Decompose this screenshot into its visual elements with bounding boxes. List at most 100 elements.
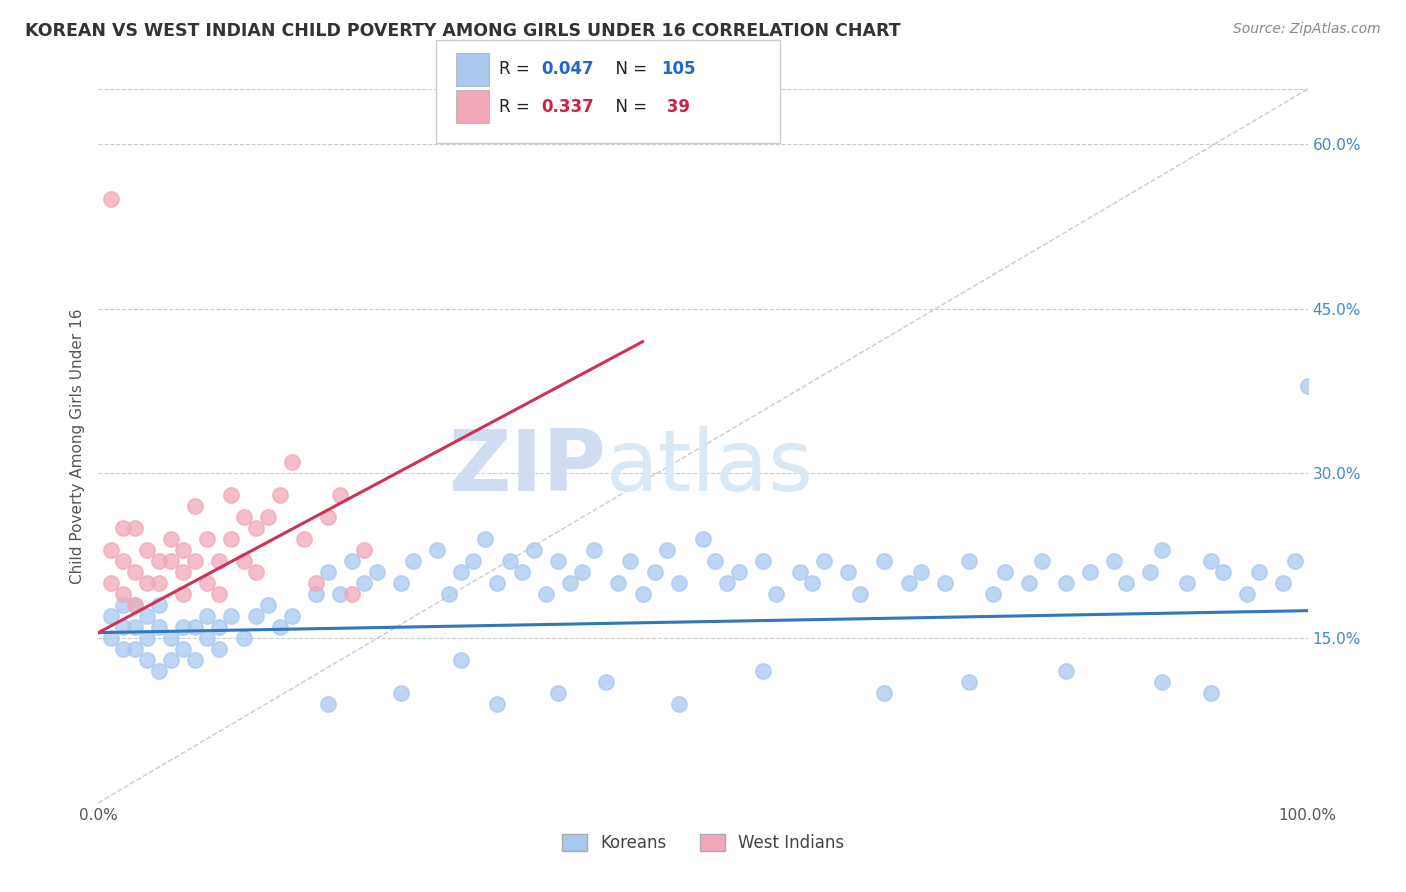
Point	[1054, 576, 1077, 591]
Point	[837, 566, 859, 580]
Point	[1199, 686, 1222, 700]
Point	[934, 576, 956, 591]
Point	[1175, 576, 1198, 591]
Point	[124, 566, 146, 580]
Point	[208, 554, 231, 568]
Point	[281, 609, 304, 624]
Point	[728, 566, 751, 580]
Point	[184, 554, 207, 568]
Point	[558, 576, 581, 591]
Point	[644, 566, 666, 580]
Point	[316, 566, 339, 580]
Point	[135, 576, 157, 591]
Point	[463, 554, 485, 568]
Point	[353, 543, 375, 558]
Point	[873, 686, 896, 700]
Text: R =: R =	[499, 97, 536, 116]
Point	[208, 620, 231, 634]
Point	[124, 620, 146, 634]
Point	[474, 533, 496, 547]
Point	[631, 587, 654, 601]
Point	[195, 576, 218, 591]
Point	[100, 192, 122, 206]
Point	[172, 566, 194, 580]
Point	[160, 631, 183, 645]
Point	[389, 576, 412, 591]
Point	[547, 686, 569, 700]
Point	[316, 510, 339, 524]
Point	[366, 566, 388, 580]
Point	[148, 664, 170, 678]
Point	[245, 609, 267, 624]
Point	[269, 620, 291, 634]
Point	[148, 576, 170, 591]
Point	[148, 620, 170, 634]
Point	[135, 631, 157, 645]
Point	[305, 587, 328, 601]
Point	[160, 554, 183, 568]
Point	[208, 642, 231, 657]
Point	[172, 587, 194, 601]
Point	[111, 620, 134, 634]
Point	[256, 598, 278, 612]
Point	[619, 554, 641, 568]
Text: N =: N =	[605, 60, 652, 78]
Point	[704, 554, 727, 568]
Point	[245, 566, 267, 580]
Point	[221, 533, 243, 547]
Point	[232, 631, 254, 645]
Point	[100, 543, 122, 558]
Point	[329, 587, 352, 601]
Point	[800, 576, 823, 591]
Point	[813, 554, 835, 568]
Point	[873, 554, 896, 568]
Point	[305, 576, 328, 591]
Point	[111, 598, 134, 612]
Point	[957, 675, 980, 690]
Point	[184, 620, 207, 634]
Point	[124, 598, 146, 612]
Point	[111, 521, 134, 535]
Point	[124, 598, 146, 612]
Point	[269, 488, 291, 502]
Point	[752, 554, 775, 568]
Text: 0.337: 0.337	[541, 97, 595, 116]
Point	[583, 543, 606, 558]
Point	[1139, 566, 1161, 580]
Point	[655, 543, 678, 558]
Point	[897, 576, 920, 591]
Point	[498, 554, 520, 568]
Point	[692, 533, 714, 547]
Point	[148, 554, 170, 568]
Point	[1212, 566, 1234, 580]
Point	[292, 533, 315, 547]
Point	[789, 566, 811, 580]
Point	[1272, 576, 1295, 591]
Point	[195, 609, 218, 624]
Point	[160, 653, 183, 667]
Point	[389, 686, 412, 700]
Point	[450, 653, 472, 667]
Text: atlas: atlas	[606, 425, 814, 509]
Point	[450, 566, 472, 580]
Point	[100, 631, 122, 645]
Point	[402, 554, 425, 568]
Point	[752, 664, 775, 678]
Point	[100, 609, 122, 624]
Point	[160, 533, 183, 547]
Point	[232, 554, 254, 568]
Legend: Koreans, West Indians: Koreans, West Indians	[555, 827, 851, 859]
Text: ZIP: ZIP	[449, 425, 606, 509]
Point	[910, 566, 932, 580]
Point	[1152, 543, 1174, 558]
Point	[124, 642, 146, 657]
Point	[1236, 587, 1258, 601]
Point	[316, 697, 339, 711]
Point	[994, 566, 1017, 580]
Point	[184, 500, 207, 514]
Point	[148, 598, 170, 612]
Point	[607, 576, 630, 591]
Point	[534, 587, 557, 601]
Point	[208, 587, 231, 601]
Point	[111, 642, 134, 657]
